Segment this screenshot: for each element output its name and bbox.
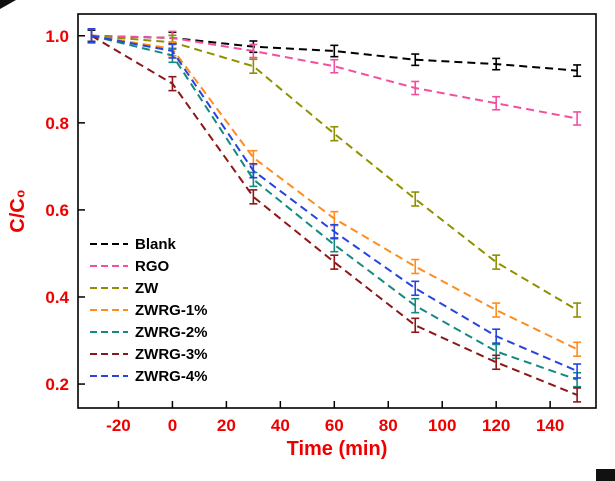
- y-tick-label: 0.8: [45, 114, 69, 133]
- x-tick-label: 100: [428, 416, 456, 435]
- legend-item: Blank: [90, 236, 177, 253]
- y-tick-label: 1.0: [45, 27, 69, 46]
- legend-label: ZWRG-3%: [135, 346, 208, 363]
- x-tick-label: 120: [482, 416, 510, 435]
- legend-label: ZWRG-2%: [135, 324, 208, 341]
- legend-item: ZWRG-3%: [90, 346, 208, 363]
- x-tick-label: -20: [106, 416, 131, 435]
- x-axis-title: Time (min): [287, 438, 388, 460]
- legend-item: ZWRG-1%: [90, 302, 208, 319]
- legend-label: RGO: [135, 258, 170, 275]
- y-axis: 0.2 0.4 0.6 0.8 1.0: [45, 27, 85, 394]
- series-zwrg-3-: [87, 28, 582, 403]
- legend-item: RGO: [90, 258, 170, 275]
- series-group: [87, 28, 582, 403]
- legend: Blank RGO ZW ZWRG-1% ZWRG-2% ZWRG-3% ZWRG-4%: [90, 236, 208, 385]
- x-tick-label: 140: [536, 416, 564, 435]
- x-tick-label: 40: [271, 416, 290, 435]
- y-tick-label: 0.2: [45, 375, 69, 394]
- x-axis: -20 0 20 40 60 80 100 120 140: [106, 401, 564, 435]
- corner-artifact-top-left: [0, 0, 16, 9]
- legend-label: ZWRG-4%: [135, 368, 208, 385]
- legend-label: ZW: [135, 280, 159, 297]
- plot-frame: [77, 13, 597, 409]
- x-tick-label: 80: [379, 416, 398, 435]
- legend-label: ZWRG-1%: [135, 302, 208, 319]
- y-tick-label: 0.6: [45, 201, 69, 220]
- x-tick-label: 60: [325, 416, 344, 435]
- legend-item: ZW: [90, 280, 159, 297]
- legend-item: ZWRG-4%: [90, 368, 208, 385]
- y-axis-title: C/C₀: [7, 189, 29, 232]
- series-zwrg-4-: [87, 28, 582, 379]
- x-tick-label: 20: [217, 416, 236, 435]
- corner-artifact-bottom-right: [596, 469, 615, 481]
- legend-item: ZWRG-2%: [90, 324, 208, 341]
- x-tick-label: 0: [168, 416, 177, 435]
- y-tick-label: 0.4: [45, 288, 69, 307]
- legend-label: Blank: [135, 236, 177, 253]
